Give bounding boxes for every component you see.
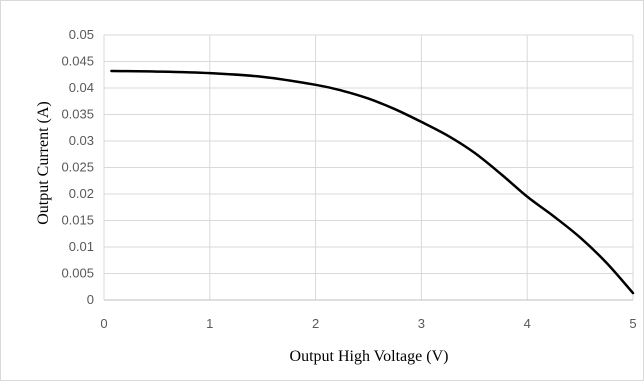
series-layer bbox=[110, 69, 635, 295]
x-tick-label: 1 bbox=[206, 316, 213, 331]
y-tick-label: 0.04 bbox=[69, 80, 94, 95]
y-tick-label: 0.025 bbox=[61, 160, 94, 175]
tick-labels: 0 0.005 0.01 0.015 0.02 0.025 0.03 0.035 0.04 0.0… bbox=[61, 27, 636, 331]
series-line bbox=[110, 69, 635, 295]
y-tick-label: 0.02 bbox=[69, 186, 94, 201]
x-tick-label: 2 bbox=[312, 316, 319, 331]
x-tick-label: 5 bbox=[629, 316, 636, 331]
x-tick-label: 0 bbox=[100, 316, 107, 331]
y-tick-label: 0.045 bbox=[61, 54, 94, 69]
gridlines bbox=[104, 34, 634, 300]
axes bbox=[103, 35, 633, 301]
y-tick-label: 0.015 bbox=[61, 213, 94, 228]
y-axis-title: Output Current (A) bbox=[35, 101, 52, 225]
y-tick-label: 0.03 bbox=[69, 133, 94, 148]
x-axis-title: Output High Voltage (V) bbox=[290, 348, 449, 365]
y-tick-label: 0.05 bbox=[69, 27, 94, 42]
y-tick-label: 0.035 bbox=[61, 107, 94, 122]
y-tick-label: 0.005 bbox=[61, 266, 94, 281]
x-tick-label: 3 bbox=[418, 316, 425, 331]
y-tick-label: 0.01 bbox=[69, 239, 94, 254]
y-tick-label: 0 bbox=[87, 292, 94, 307]
x-tick-label: 4 bbox=[524, 316, 531, 331]
